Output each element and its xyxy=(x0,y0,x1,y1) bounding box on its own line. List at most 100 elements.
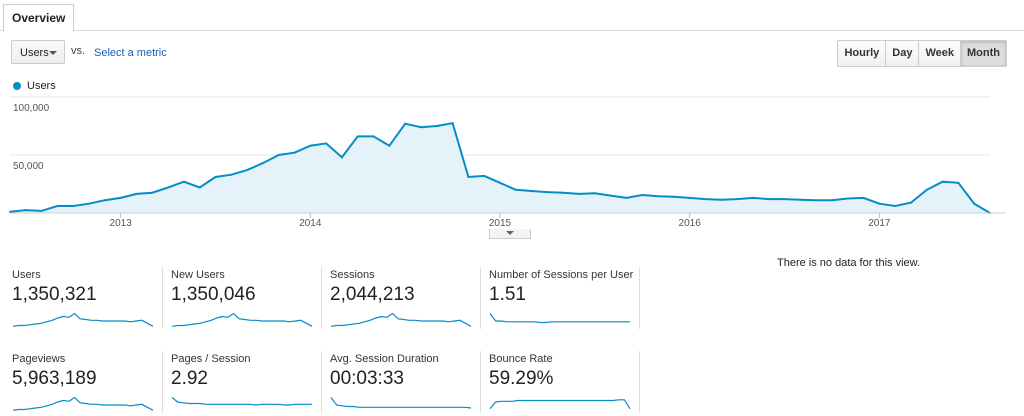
data-point[interactable] xyxy=(277,154,280,156)
data-point[interactable] xyxy=(309,144,312,147)
vs-label: vs. xyxy=(71,45,86,57)
data-point[interactable] xyxy=(9,210,11,213)
scorecard[interactable]: Number of Sessions per User 1.51 xyxy=(489,267,640,329)
scorecard-label: Pages / Session xyxy=(171,353,251,365)
x-tick-label: 2016 xyxy=(679,218,702,229)
collapse-chart-toggle[interactable] xyxy=(489,229,531,239)
data-point[interactable] xyxy=(72,205,75,208)
sparkline xyxy=(12,396,154,411)
data-point[interactable] xyxy=(878,202,881,205)
data-point[interactable] xyxy=(419,126,422,129)
data-point[interactable] xyxy=(751,196,754,199)
data-point[interactable] xyxy=(641,194,644,197)
scorecard[interactable]: Pageviews 5,963,189 xyxy=(12,351,163,413)
scorecard-value: 59.29% xyxy=(489,368,554,389)
data-point[interactable] xyxy=(672,195,675,198)
data-point[interactable] xyxy=(783,198,786,201)
tab-overview[interactable]: Overview xyxy=(3,4,75,32)
data-point[interactable] xyxy=(340,156,343,159)
data-point[interactable] xyxy=(499,181,501,184)
data-point[interactable] xyxy=(435,125,438,127)
scorecard-label: New Users xyxy=(171,269,225,281)
data-point[interactable] xyxy=(862,196,865,199)
data-point[interactable] xyxy=(767,198,770,201)
sparkline-path xyxy=(171,312,313,327)
data-point[interactable] xyxy=(562,191,565,194)
data-point[interactable] xyxy=(973,202,976,205)
data-point[interactable] xyxy=(957,181,960,184)
data-point[interactable] xyxy=(293,151,296,154)
scorecard-value: 1,350,321 xyxy=(12,284,97,305)
data-point[interactable] xyxy=(24,209,27,212)
sparkline xyxy=(489,399,631,410)
scorecard-label: Number of Sessions per User xyxy=(489,269,634,281)
data-point[interactable] xyxy=(815,199,818,202)
data-point[interactable] xyxy=(388,144,391,147)
data-point[interactable] xyxy=(404,122,407,125)
data-point[interactable] xyxy=(514,188,517,191)
chart-legend: Users xyxy=(13,80,56,92)
data-point[interactable] xyxy=(40,209,43,212)
granularity-day-button[interactable]: Day xyxy=(885,41,919,66)
data-point[interactable] xyxy=(846,197,849,200)
data-point[interactable] xyxy=(688,196,691,199)
data-point[interactable] xyxy=(925,188,928,191)
data-point[interactable] xyxy=(799,198,802,201)
data-point[interactable] xyxy=(356,135,359,138)
scorecard[interactable]: New Users 1,350,046 xyxy=(171,267,322,329)
data-point[interactable] xyxy=(56,205,59,208)
data-point[interactable] xyxy=(909,201,912,204)
sparkline xyxy=(330,397,472,409)
granularity-month-button[interactable]: Month xyxy=(960,41,1006,66)
data-point[interactable] xyxy=(372,135,375,138)
users-line-chart[interactable]: 100,000 50,000 2013 2014 2015 2016 2017 xyxy=(0,92,1010,232)
data-point[interactable] xyxy=(325,142,328,145)
scorecard[interactable]: Avg. Session Duration 00:03:33 xyxy=(330,351,481,413)
data-point[interactable] xyxy=(483,174,486,177)
data-point[interactable] xyxy=(625,196,628,199)
data-point[interactable] xyxy=(593,192,596,195)
data-point[interactable] xyxy=(941,180,944,183)
data-point[interactable] xyxy=(135,192,138,195)
select-metric-link[interactable]: Select a metric xyxy=(94,47,167,59)
data-point[interactable] xyxy=(214,176,217,179)
data-point[interactable] xyxy=(198,186,201,189)
sparkline xyxy=(171,312,313,327)
scorecard[interactable]: Sessions 2,044,213 xyxy=(330,267,481,329)
data-point[interactable] xyxy=(704,198,707,201)
x-tick-label: 2013 xyxy=(110,218,133,229)
scorecard[interactable]: Users 1,350,321 xyxy=(12,267,163,329)
data-point[interactable] xyxy=(182,180,185,183)
data-point[interactable] xyxy=(103,199,106,202)
data-point[interactable] xyxy=(736,198,739,201)
data-point[interactable] xyxy=(830,199,833,202)
data-point[interactable] xyxy=(894,205,897,208)
data-point[interactable] xyxy=(546,191,549,194)
sparkline-path xyxy=(12,312,154,327)
scorecard-label: Sessions xyxy=(330,269,375,281)
data-point[interactable] xyxy=(119,196,122,199)
data-point[interactable] xyxy=(720,198,723,201)
scorecard[interactable]: Pages / Session 2.92 xyxy=(171,351,322,413)
scorecard-value: 2,044,213 xyxy=(330,284,415,305)
sparkline xyxy=(12,312,154,327)
sparkline-path xyxy=(330,397,472,409)
data-point[interactable] xyxy=(151,191,154,194)
data-point[interactable] xyxy=(451,122,454,125)
data-point[interactable] xyxy=(657,195,660,198)
sparkline-path xyxy=(330,312,472,327)
granularity-hourly-button[interactable]: Hourly xyxy=(838,41,886,66)
metric-dropdown[interactable]: Users xyxy=(11,40,65,64)
data-point[interactable] xyxy=(167,186,170,189)
granularity-week-button[interactable]: Week xyxy=(918,41,961,66)
data-point[interactable] xyxy=(261,162,264,165)
data-point[interactable] xyxy=(530,189,533,192)
data-point[interactable] xyxy=(230,173,233,176)
data-point[interactable] xyxy=(88,202,91,205)
x-tick-label: 2014 xyxy=(299,218,322,229)
data-point[interactable] xyxy=(467,176,470,179)
scorecard[interactable]: Bounce Rate 59.29% xyxy=(489,351,640,413)
data-point[interactable] xyxy=(578,192,581,195)
data-point[interactable] xyxy=(609,194,612,197)
data-point[interactable] xyxy=(246,169,249,172)
